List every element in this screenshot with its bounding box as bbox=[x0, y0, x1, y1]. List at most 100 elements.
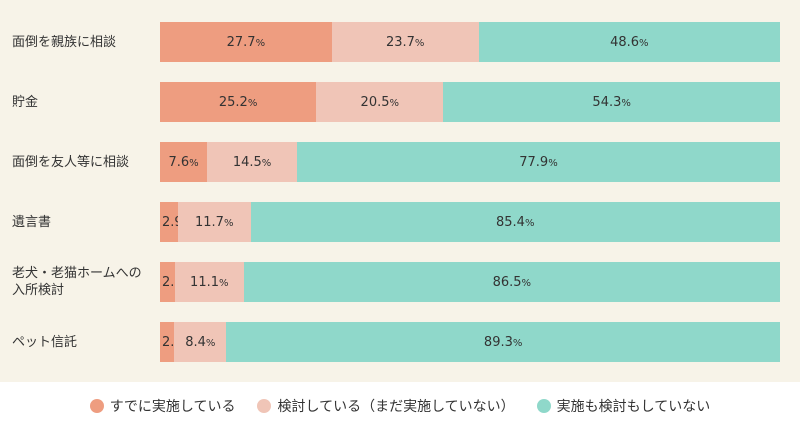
bar-segment: 86.5% bbox=[243, 262, 780, 302]
bar-segment: 2.3% bbox=[160, 322, 192, 362]
data-label-value: 89.3 bbox=[483, 334, 513, 350]
bar-segment: 85.4% bbox=[250, 202, 780, 242]
data-label-unit: % bbox=[521, 277, 532, 289]
category-label-line: 入所検討 bbox=[12, 283, 65, 298]
data-label-unit: % bbox=[205, 337, 216, 349]
category-label-line: 面倒を友人等に相談 bbox=[12, 154, 130, 170]
data-label-unit: % bbox=[247, 97, 258, 109]
bar-segment: 23.7% bbox=[331, 22, 479, 62]
data-label: 48.6% bbox=[610, 35, 648, 50]
category-label-line: ペット信託 bbox=[12, 334, 78, 350]
bar-row: 27.7% 23.7% 48.6% bbox=[160, 22, 780, 62]
legend-swatch bbox=[536, 399, 551, 413]
data-label-unit: % bbox=[261, 157, 272, 169]
data-label-value: 54.3 bbox=[592, 94, 622, 110]
bar-segment: 48.6% bbox=[478, 22, 780, 62]
category-label: 貯金 bbox=[12, 82, 157, 122]
data-label-value: 11.7 bbox=[195, 214, 224, 230]
data-label-unit: % bbox=[414, 37, 425, 49]
data-label: 11.1% bbox=[190, 275, 228, 290]
category-label-text: ペット信託 bbox=[12, 334, 77, 351]
data-label-value: 2.9 bbox=[162, 214, 183, 230]
data-label-unit: % bbox=[639, 37, 649, 49]
bar-segment: 14.5% bbox=[207, 142, 297, 182]
category-label-line: 遺言書 bbox=[12, 214, 52, 230]
data-label-value: 23.7 bbox=[385, 34, 415, 50]
bar-segment: 11.7% bbox=[177, 202, 251, 242]
data-label: 23.7% bbox=[386, 35, 424, 50]
legend: すでに実施している 検討している（まだ実施していない） 実施も検討もしていない bbox=[0, 382, 800, 430]
category-label: ペット信託 bbox=[12, 322, 157, 362]
bar-row: 2.4%11.1%86.5% bbox=[160, 262, 780, 302]
data-label-value: 20.5 bbox=[360, 94, 390, 110]
data-label: 25.2% bbox=[219, 95, 257, 110]
data-label-unit: % bbox=[219, 277, 229, 289]
bar-segment: 27.7% bbox=[160, 22, 332, 62]
legend-label: すでに実施している bbox=[109, 399, 236, 415]
bar-segment: 54.3% bbox=[443, 82, 780, 122]
category-label: 老犬・老猫ホームへの 入所検討 bbox=[12, 262, 157, 302]
legend-item: 実施も検討もしていない bbox=[536, 396, 711, 416]
data-label: 14.5% bbox=[233, 155, 271, 170]
data-label-unit: % bbox=[255, 37, 266, 49]
legend-swatch bbox=[89, 399, 104, 413]
data-label-value: 7.6 bbox=[168, 154, 190, 170]
data-label: 20.5% bbox=[361, 95, 399, 110]
category-label: 面倒を友人等に相談 bbox=[12, 142, 157, 182]
data-label: 54.3% bbox=[592, 95, 630, 110]
bar-segment: 7.6% bbox=[160, 142, 208, 182]
category-label-text: 遺言書 bbox=[12, 214, 51, 231]
data-label: 86.5% bbox=[493, 275, 531, 290]
bar-segment: 20.5% bbox=[316, 82, 444, 122]
data-label: 11.7% bbox=[195, 215, 233, 230]
data-label-value: 77.9 bbox=[519, 154, 549, 170]
bar-row: 2.3%8.4%89.3% bbox=[160, 322, 780, 362]
data-label-value: 86.5 bbox=[492, 274, 522, 290]
data-label-value: 25.2 bbox=[218, 94, 248, 110]
bar-segment: 89.3% bbox=[226, 322, 780, 362]
data-label-unit: % bbox=[548, 157, 558, 169]
legend-item: すでに実施している bbox=[89, 396, 236, 416]
legend-label: 実施も検討もしていない bbox=[556, 399, 711, 415]
bar-segment: 8.4% bbox=[174, 322, 227, 362]
bar-row: 25.2% 20.5% 54.3% bbox=[160, 82, 780, 122]
category-label-text: 老犬・老猫ホームへの 入所検討 bbox=[12, 265, 142, 299]
bar-segment: 2.9% bbox=[160, 202, 192, 242]
data-label-unit: % bbox=[223, 217, 234, 229]
category-label: 面倒を親族に相談 bbox=[12, 22, 157, 62]
data-label-value: 11.1 bbox=[190, 274, 219, 290]
category-label-text: 貯金 bbox=[12, 94, 38, 111]
bar-segment: 25.2% bbox=[160, 82, 317, 122]
data-label-value: 85.4 bbox=[496, 214, 525, 230]
category-label: 遺言書 bbox=[12, 202, 157, 242]
plot-area: 面倒を親族に相談 27.7% 23.7% 48.6% 貯金 25.2% 20.5% 54.3%… bbox=[12, 22, 780, 362]
category-label-line: 老犬・老猫ホームへの bbox=[12, 266, 142, 281]
legend-label: 検討している（まだ実施していない） bbox=[277, 399, 515, 415]
data-label-unit: % bbox=[621, 97, 631, 109]
data-label-value: 14.5 bbox=[232, 154, 262, 170]
category-label-text: 面倒を友人等に相談 bbox=[12, 154, 129, 171]
bar-segment: 77.9% bbox=[297, 142, 780, 182]
data-label: 85.4% bbox=[496, 215, 534, 230]
category-label-line: 貯金 bbox=[12, 94, 39, 110]
bar-row: 7.6% 14.5% 77.9% bbox=[160, 142, 780, 182]
data-label: 89.3% bbox=[484, 335, 522, 350]
data-label-value: 8.4 bbox=[185, 334, 206, 350]
data-label: 8.4% bbox=[185, 335, 215, 350]
data-label-unit: % bbox=[389, 97, 400, 109]
data-label-unit: % bbox=[189, 157, 199, 169]
data-label: 77.9% bbox=[519, 155, 557, 170]
bar-row: 2.9%11.7%85.4% bbox=[160, 202, 780, 242]
data-label: 27.7% bbox=[227, 35, 265, 50]
category-label-line: 面倒を親族に相談 bbox=[12, 34, 117, 50]
data-label-value: 48.6 bbox=[610, 34, 640, 50]
legend-item: 検討している（まだ実施していない） bbox=[257, 396, 515, 416]
bar-segment: 2.4% bbox=[160, 262, 192, 302]
data-label-value: 27.7 bbox=[226, 34, 256, 50]
data-label-unit: % bbox=[512, 337, 523, 349]
data-label: 7.6% bbox=[168, 155, 198, 170]
data-label-unit: % bbox=[524, 217, 535, 229]
legend-swatch bbox=[257, 399, 272, 413]
bar-segment: 11.1% bbox=[174, 262, 244, 302]
